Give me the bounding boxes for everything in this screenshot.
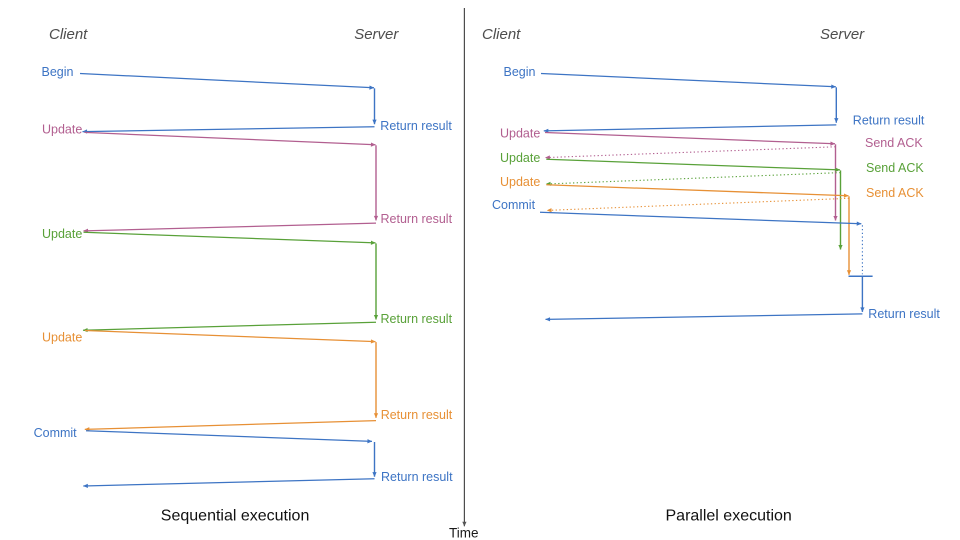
svg-text:Update: Update <box>500 175 540 189</box>
svg-text:Server: Server <box>820 26 865 43</box>
svg-text:Return result: Return result <box>380 119 452 133</box>
svg-text:Return result: Return result <box>868 307 940 321</box>
svg-text:Server: Server <box>354 26 399 43</box>
svg-text:Sequential execution: Sequential execution <box>161 507 310 524</box>
svg-text:Commit: Commit <box>34 426 78 440</box>
svg-text:Send ACK: Send ACK <box>866 186 924 200</box>
svg-text:Time: Time <box>449 525 479 540</box>
svg-text:Begin: Begin <box>504 65 536 79</box>
svg-text:Return result: Return result <box>381 470 453 484</box>
svg-text:Update: Update <box>500 126 540 140</box>
svg-text:Parallel execution: Parallel execution <box>666 507 792 524</box>
svg-text:Return result: Return result <box>381 408 453 422</box>
svg-text:Send ACK: Send ACK <box>866 161 924 175</box>
svg-text:Send ACK: Send ACK <box>865 136 923 150</box>
svg-text:Return result: Return result <box>381 212 453 226</box>
svg-text:Client: Client <box>49 26 88 43</box>
svg-text:Update: Update <box>500 151 540 165</box>
svg-text:Return result: Return result <box>381 312 453 326</box>
svg-text:Return result: Return result <box>853 113 925 127</box>
svg-text:Update: Update <box>42 227 82 241</box>
svg-text:Begin: Begin <box>42 65 74 79</box>
svg-text:Update: Update <box>42 331 82 345</box>
svg-text:Update: Update <box>42 123 82 137</box>
svg-text:Commit: Commit <box>492 198 536 212</box>
svg-text:Client: Client <box>482 26 521 43</box>
